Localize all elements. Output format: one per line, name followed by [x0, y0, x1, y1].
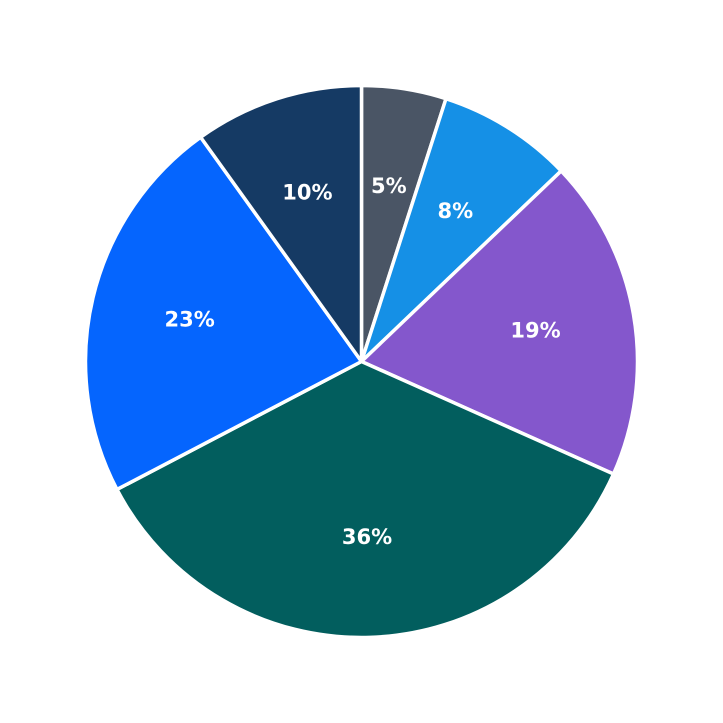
- pie-slice-19pct: [359, 169, 640, 476]
- slices-layer: [83, 83, 640, 640]
- labels-layer: 5% 8% 19% 36% 23% 10%: [165, 174, 561, 549]
- pie-slice-10pct: [198, 83, 364, 364]
- pie-slice-23pct: [83, 135, 364, 492]
- slice-label-5pct: 5%: [371, 174, 407, 198]
- slice-label-10pct: 10%: [282, 180, 332, 204]
- slice-label-19pct: 19%: [510, 318, 560, 342]
- slice-label-23pct: 23%: [165, 308, 215, 332]
- pie-slice-36pct: [115, 359, 616, 640]
- slice-label-8pct: 8%: [437, 199, 473, 223]
- pie-slice-8pct: [359, 96, 563, 364]
- slice-label-36pct: 36%: [342, 525, 392, 549]
